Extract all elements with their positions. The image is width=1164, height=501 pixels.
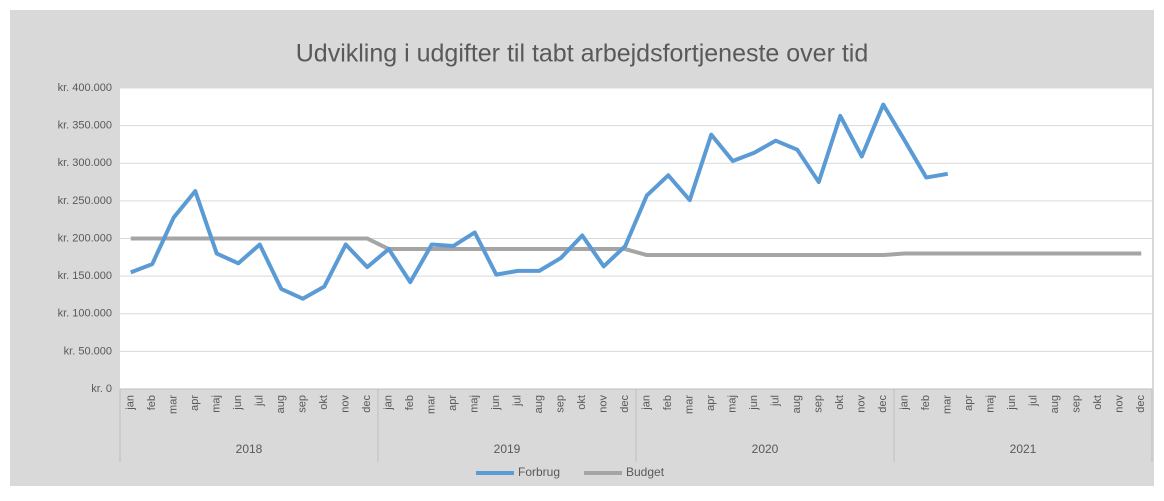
x-tick-label: apr xyxy=(447,395,459,411)
x-tick-label: dec xyxy=(619,395,631,413)
year-label: 2021 xyxy=(1010,442,1037,456)
legend-label: Budget xyxy=(626,465,665,479)
x-tick-label: jul xyxy=(512,395,524,407)
x-tick-label: apr xyxy=(963,395,975,411)
x-tick-label: feb xyxy=(662,395,674,410)
series-line xyxy=(130,102,949,301)
x-tick-label: mar xyxy=(168,395,180,414)
x-tick-label: aug xyxy=(275,395,287,413)
x-tick-label: nov xyxy=(1114,395,1126,413)
x-tick-label: jun xyxy=(232,395,244,411)
x-tick-label: sep xyxy=(297,395,309,413)
x-tick-label: mar xyxy=(684,395,696,414)
x-tick-label: dec xyxy=(361,395,373,413)
y-tick-label: kr. 400.000 xyxy=(58,82,112,94)
x-tick-label: aug xyxy=(1049,395,1061,413)
x-tick-label: jun xyxy=(490,395,502,411)
y-tick-label: kr. 150.000 xyxy=(58,270,112,282)
x-tick-label: mar xyxy=(426,395,438,414)
x-tick-label: sep xyxy=(555,395,567,413)
x-tick-label: jan xyxy=(383,395,395,411)
x-tick-label: nov xyxy=(856,395,868,413)
y-tick-label: kr. 300.000 xyxy=(58,157,112,169)
x-tick-label: aug xyxy=(791,395,803,413)
x-tick-label: okt xyxy=(576,395,588,410)
x-tick-label: maj xyxy=(985,395,997,413)
y-tick-label: kr. 200.000 xyxy=(58,232,112,244)
x-tick-label: sep xyxy=(1071,395,1083,413)
x-tick-label: mar xyxy=(942,395,954,414)
x-tick-label: jun xyxy=(748,395,760,411)
x-tick-label: jul xyxy=(1028,395,1040,407)
legend-label: Forbrug xyxy=(518,465,560,479)
x-tick-label: jun xyxy=(1006,395,1018,411)
y-tick-label: kr. 50.000 xyxy=(64,345,112,357)
x-tick-label: sep xyxy=(813,395,825,413)
chart-title: Udvikling i udgifter til tabt arbejdsfor… xyxy=(296,40,869,68)
x-tick-label: maj xyxy=(469,395,481,413)
x-tick-label: feb xyxy=(920,395,932,410)
x-tick-label: okt xyxy=(834,395,846,410)
year-label: 2018 xyxy=(236,442,263,456)
x-tick-label: maj xyxy=(211,395,223,413)
x-tick-label: maj xyxy=(727,395,739,413)
x-tick-label: feb xyxy=(404,395,416,410)
series-line xyxy=(130,236,1142,258)
x-tick-label: nov xyxy=(340,395,352,413)
x-tick-label: okt xyxy=(318,395,330,410)
x-tick-label: dec xyxy=(1135,395,1147,413)
y-tick-label: kr. 0 xyxy=(91,383,112,395)
x-tick-label: jan xyxy=(641,395,653,411)
x-tick-label: aug xyxy=(533,395,545,413)
x-tick-label: jul xyxy=(770,395,782,407)
x-tick-label: jan xyxy=(899,395,911,411)
x-tick-label: nov xyxy=(598,395,610,413)
y-tick-label: kr. 250.000 xyxy=(58,195,112,207)
year-label: 2020 xyxy=(752,442,779,456)
x-tick-label: apr xyxy=(705,395,717,411)
year-label: 2019 xyxy=(494,442,521,456)
x-tick-label: okt xyxy=(1092,395,1104,410)
x-tick-label: apr xyxy=(189,395,201,411)
x-tick-label: jan xyxy=(125,395,137,411)
x-tick-label: jul xyxy=(254,395,266,407)
x-tick-label: feb xyxy=(146,395,158,410)
x-tick-label: dec xyxy=(877,395,889,413)
y-tick-label: kr. 100.000 xyxy=(58,308,112,320)
y-tick-label: kr. 350.000 xyxy=(58,120,112,132)
